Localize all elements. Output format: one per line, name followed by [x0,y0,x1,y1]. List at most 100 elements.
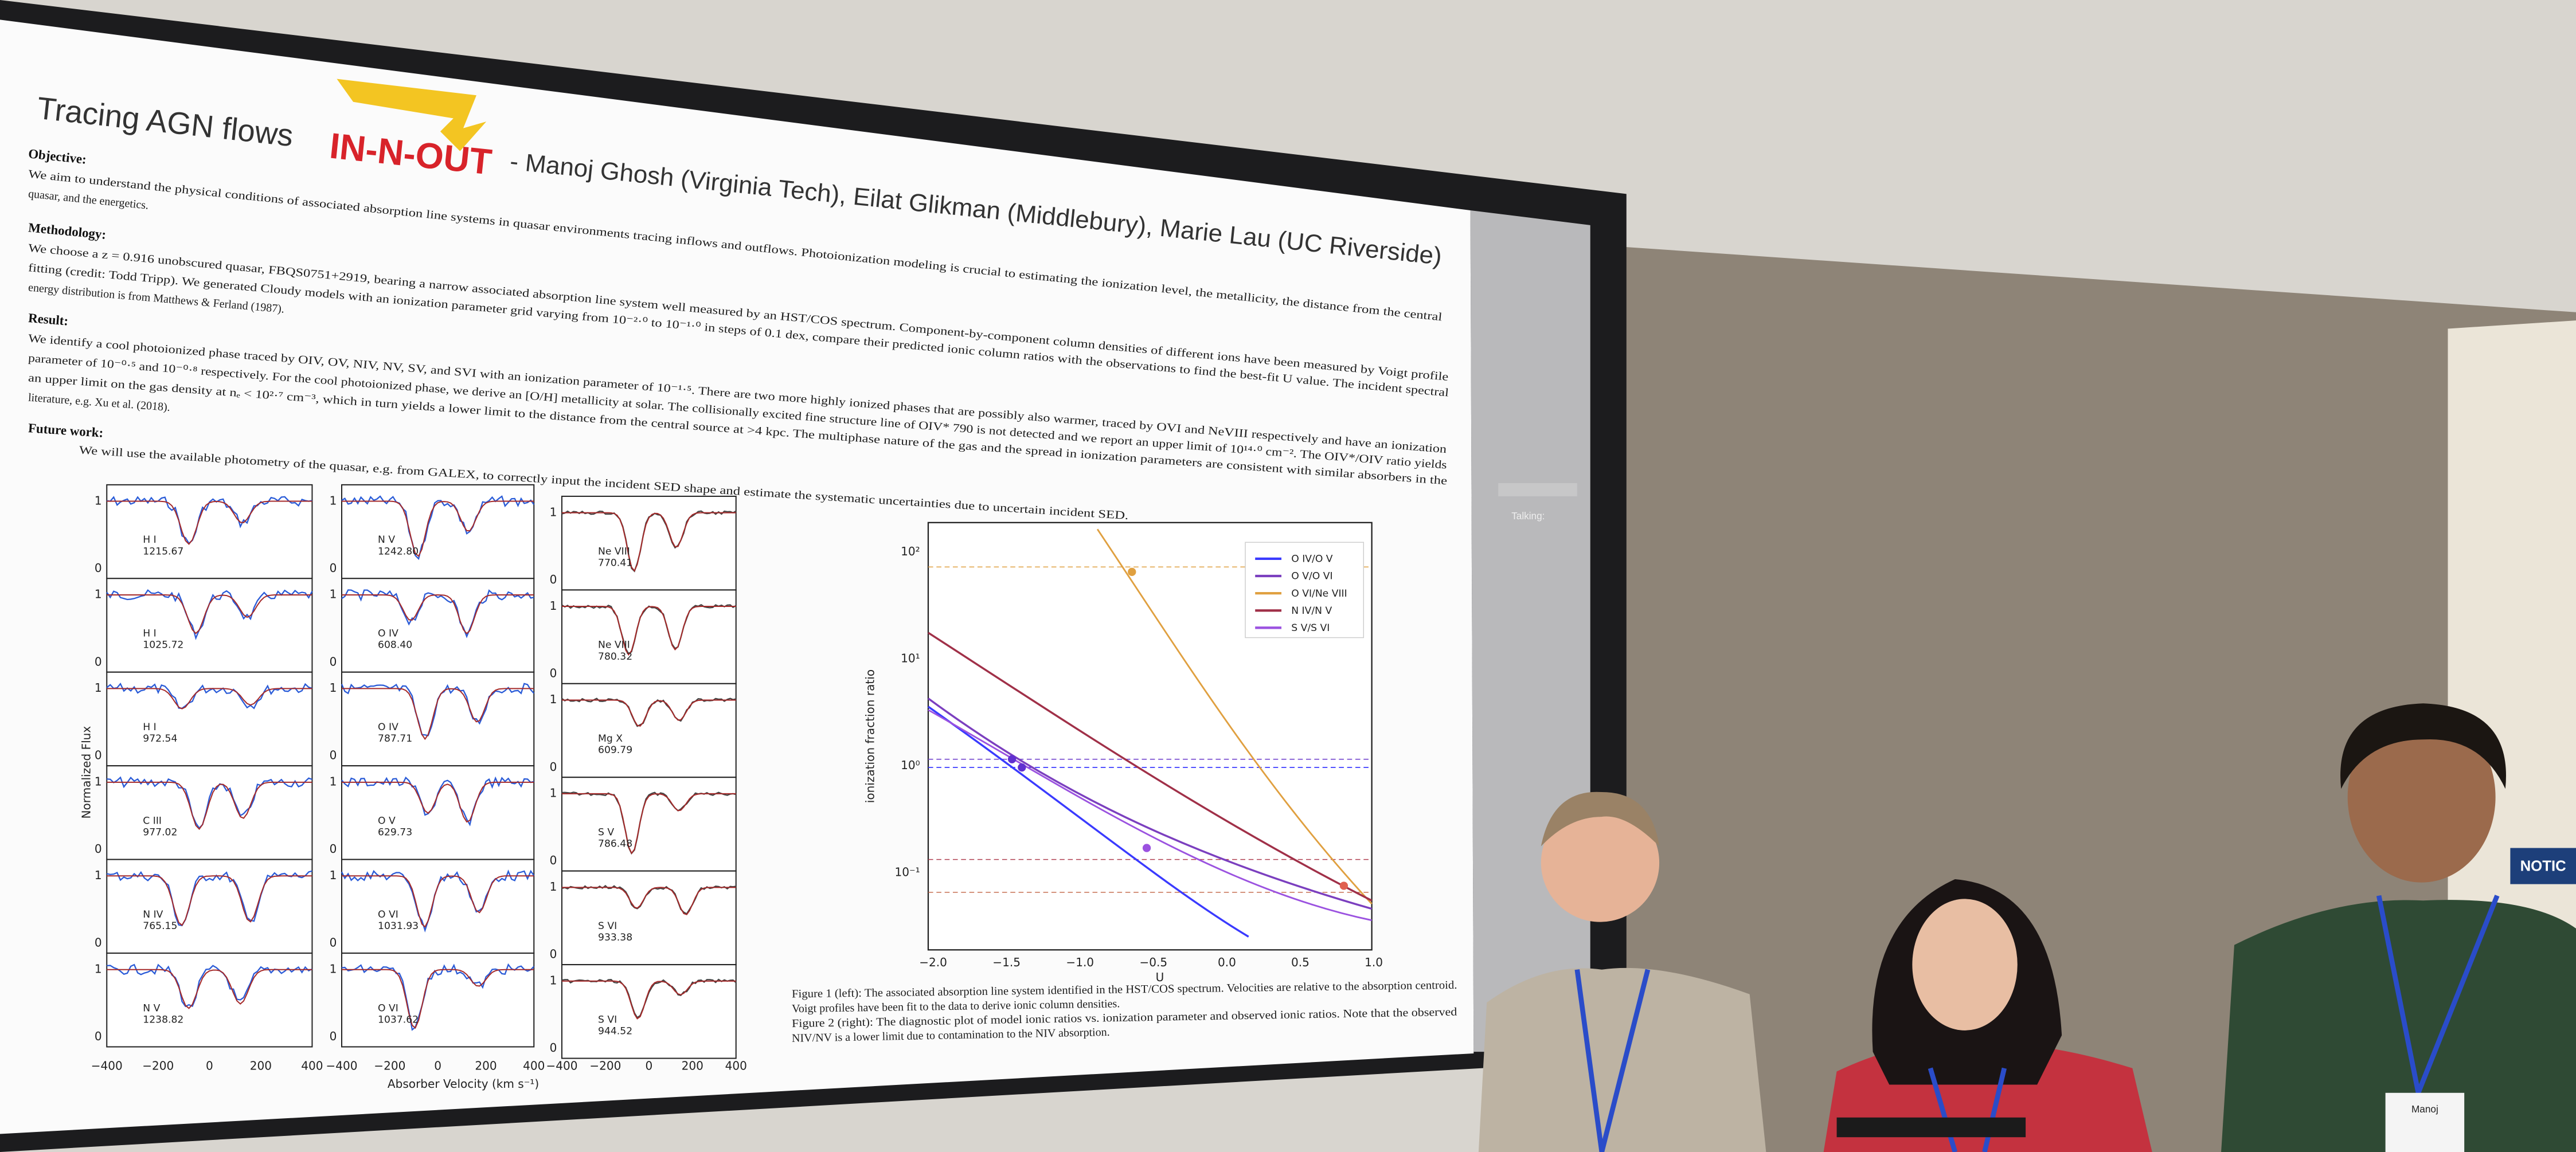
legend-label: N IV/N V [1291,605,1332,617]
badge-text: Manoj [2411,1103,2438,1115]
spectrum [341,495,535,561]
panel-frame [561,870,737,966]
y-tick-label: 1 [95,587,102,601]
x-axis-label: Absorber Velocity (km s⁻¹) [388,1077,539,1091]
panel-frame [106,484,313,579]
model-curve [927,698,1373,910]
badge [2385,1092,2465,1152]
x-tick-label: 400 [301,1059,323,1073]
x-tick-label: 0.5 [1291,955,1310,969]
y-tick-label: 1 [95,681,102,695]
x-axis-label: U [1156,970,1164,984]
model-fit [342,781,534,823]
panel-wavelength: 770.41 [598,557,632,569]
x-tick-label: −1.0 [1066,955,1094,969]
legend-label: O V/O VI [1291,571,1332,582]
panel-wavelength: 609.79 [598,745,632,756]
panel-ion: O IV [378,722,398,733]
x-tick-label: 0 [434,1059,441,1073]
panel-ion: O VI [378,1002,398,1014]
panel-wavelength: 972.54 [143,733,177,745]
y-tick-label: 0 [330,655,337,668]
section-heading: Result: [28,311,69,328]
panel-frame [561,589,737,684]
y-axis-label: Normalized Flux [80,726,93,819]
x-tick-label: −2.0 [919,955,947,969]
panel-wavelength: 1037.62 [378,1014,419,1025]
panel-ion: H I [143,534,156,546]
model-fit [342,875,534,928]
panel-frame [106,671,313,767]
person-head [1541,804,1660,922]
y-tick-label: 1 [330,868,337,882]
panel-wavelength: 933.38 [598,932,632,943]
point [1018,763,1026,772]
y-tick-label: 1 [330,681,337,695]
y-axis-label: ionization fraction ratio [863,669,877,803]
shirt-print [1836,1117,2026,1138]
legend-label: O IV/O V [1291,554,1333,565]
y-tick-label: 1 [550,880,557,894]
panel-wavelength: 787.71 [378,733,412,745]
point [1007,755,1017,763]
y-tick-label: 0 [550,760,557,774]
model-fit [342,594,534,634]
model-fit [342,688,534,740]
y-tick-label: 1 [330,962,337,975]
x-tick-label: 400 [725,1059,747,1073]
model-fit [561,980,736,1020]
model-curve [1096,528,1373,905]
panel-frame [561,964,737,1059]
panel-ion: O IV [378,628,398,640]
panel-ion: Ne VIII [598,546,630,557]
model-curve [928,632,1373,902]
person-head [1912,899,2018,1030]
x-tick-label: −400 [326,1059,357,1073]
lanyard [1574,969,1651,1152]
notice-sign [2510,848,2576,884]
lanyard [1928,1067,2007,1152]
panel-ion: S VI [598,1014,617,1025]
panel-wavelength: 944.52 [598,1026,632,1037]
x-tick-label: 0 [206,1059,213,1073]
panel-wavelength: 629.73 [378,827,412,838]
model-fit [342,500,534,557]
model-fit [561,512,736,572]
y-tick-label: 0 [330,842,337,856]
panel-wavelength: 977.02 [143,827,177,838]
panel-wavelength: 786.48 [598,838,632,850]
person-body [2221,900,2576,1152]
panel-frame [341,578,535,673]
legend-label: S V/S VI [1291,622,1330,634]
x-tick-label: 200 [250,1059,272,1073]
panel-ion: Ne VIII [598,640,630,651]
panel-wavelength: 765.15 [143,920,177,932]
logo-arrow [337,79,487,151]
panel-ion: N V [378,534,395,546]
x-tick-label: −200 [142,1059,174,1073]
y-tick-label: 0 [95,936,102,950]
y-tick-label: 0 [330,1029,337,1043]
y-tick-label: 1 [330,775,337,789]
panel-ion: O VI [378,909,398,920]
x-tick-label: −1.5 [992,955,1021,969]
y-tick-label: 10⁻¹ [895,865,920,879]
panel-wavelength: 1242.80 [378,546,419,557]
y-tick-label: 0 [550,573,557,586]
y-tick-label: 1 [550,505,557,519]
y-tick-label: 0 [550,853,557,867]
y-tick-label: 0 [550,947,557,961]
person-hair [1541,791,1660,847]
x-tick-label: 200 [682,1059,703,1073]
panel-frame [106,578,313,673]
y-tick-label: 10² [901,544,920,558]
model-curve [927,706,1249,938]
panel-frame [341,484,535,579]
panel-ion: H I [143,722,156,733]
x-tick-label: −200 [589,1059,621,1073]
spectrum [341,776,534,826]
model-curve [928,709,1372,922]
y-tick-label: 0 [95,561,102,575]
point [1339,881,1348,890]
